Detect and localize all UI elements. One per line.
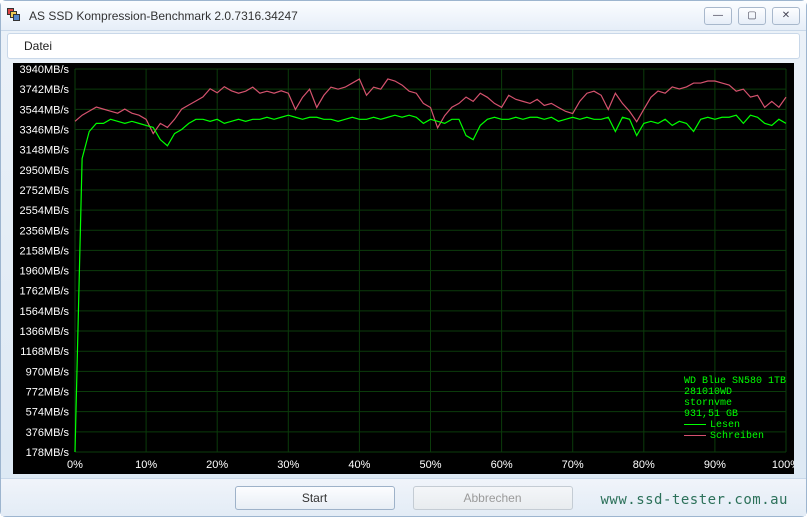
svg-text:3148MB/s: 3148MB/s [19, 145, 69, 157]
svg-text:2950MB/s: 2950MB/s [19, 165, 69, 177]
legend-device-1: WD Blue SN580 1TB [684, 376, 786, 387]
svg-text:100%: 100% [772, 459, 794, 471]
abort-button: Abbrechen [413, 486, 573, 510]
close-button[interactable]: ✕ [772, 7, 800, 25]
legend-lesen: Lesen [684, 420, 786, 431]
svg-text:2554MB/s: 2554MB/s [19, 205, 69, 217]
svg-text:2158MB/s: 2158MB/s [19, 245, 69, 257]
svg-text:3940MB/s: 3940MB/s [19, 64, 69, 76]
svg-text:1762MB/s: 1762MB/s [19, 286, 69, 298]
svg-text:60%: 60% [491, 459, 513, 471]
svg-text:2752MB/s: 2752MB/s [19, 185, 69, 197]
svg-text:2356MB/s: 2356MB/s [19, 225, 69, 237]
svg-text:10%: 10% [135, 459, 157, 471]
window-buttons: — ▢ ✕ [704, 7, 800, 25]
svg-text:80%: 80% [633, 459, 655, 471]
minimize-button[interactable]: — [704, 7, 732, 25]
svg-text:376MB/s: 376MB/s [26, 427, 70, 439]
svg-text:970MB/s: 970MB/s [26, 366, 70, 378]
svg-text:574MB/s: 574MB/s [26, 407, 70, 419]
svg-text:772MB/s: 772MB/s [26, 387, 70, 399]
svg-text:90%: 90% [704, 459, 726, 471]
titlebar: AS SSD Kompression-Benchmark 2.0.7316.34… [1, 1, 806, 31]
legend-device-2: 281010WD [684, 387, 786, 398]
button-row: Start Abbrechen [1, 478, 806, 516]
menu-datei[interactable]: Datei [18, 37, 58, 55]
svg-text:1168MB/s: 1168MB/s [20, 346, 69, 358]
svg-text:3742MB/s: 3742MB/s [19, 84, 69, 96]
benchmark-chart: 0% 10% 20% 30% 40% 50% 60% 70% 80% 90% 100% 3940MB/… [13, 63, 794, 474]
svg-text:50%: 50% [419, 459, 441, 471]
chart-area: 0% 10% 20% 30% 40% 50% 60% 70% 80% 90% 100% 3940MB/… [13, 63, 794, 474]
svg-text:70%: 70% [562, 459, 584, 471]
svg-text:1564MB/s: 1564MB/s [19, 306, 69, 318]
maximize-button[interactable]: ▢ [738, 7, 766, 25]
svg-text:3346MB/s: 3346MB/s [19, 124, 69, 136]
legend-device-3: stornvme [684, 398, 786, 409]
chart-legend: WD Blue SN580 1TB 281010WD stornvme 931,… [682, 374, 788, 444]
app-window: AS SSD Kompression-Benchmark 2.0.7316.34… [0, 0, 807, 517]
svg-text:30%: 30% [277, 459, 299, 471]
svg-text:1960MB/s: 1960MB/s [19, 266, 69, 278]
svg-text:20%: 20% [206, 459, 228, 471]
start-button[interactable]: Start [235, 486, 395, 510]
window-title: AS SSD Kompression-Benchmark 2.0.7316.34… [29, 9, 298, 23]
menubar: Datei [7, 33, 800, 59]
legend-schreiben: Schreiben [684, 431, 786, 442]
svg-text:3544MB/s: 3544MB/s [19, 104, 69, 116]
svg-text:178MB/s: 178MB/s [26, 447, 70, 459]
svg-text:1366MB/s: 1366MB/s [19, 326, 69, 338]
svg-text:40%: 40% [348, 459, 370, 471]
svg-text:0%: 0% [67, 459, 83, 471]
legend-device-4: 931,51 GB [684, 409, 786, 420]
app-icon [7, 8, 23, 24]
